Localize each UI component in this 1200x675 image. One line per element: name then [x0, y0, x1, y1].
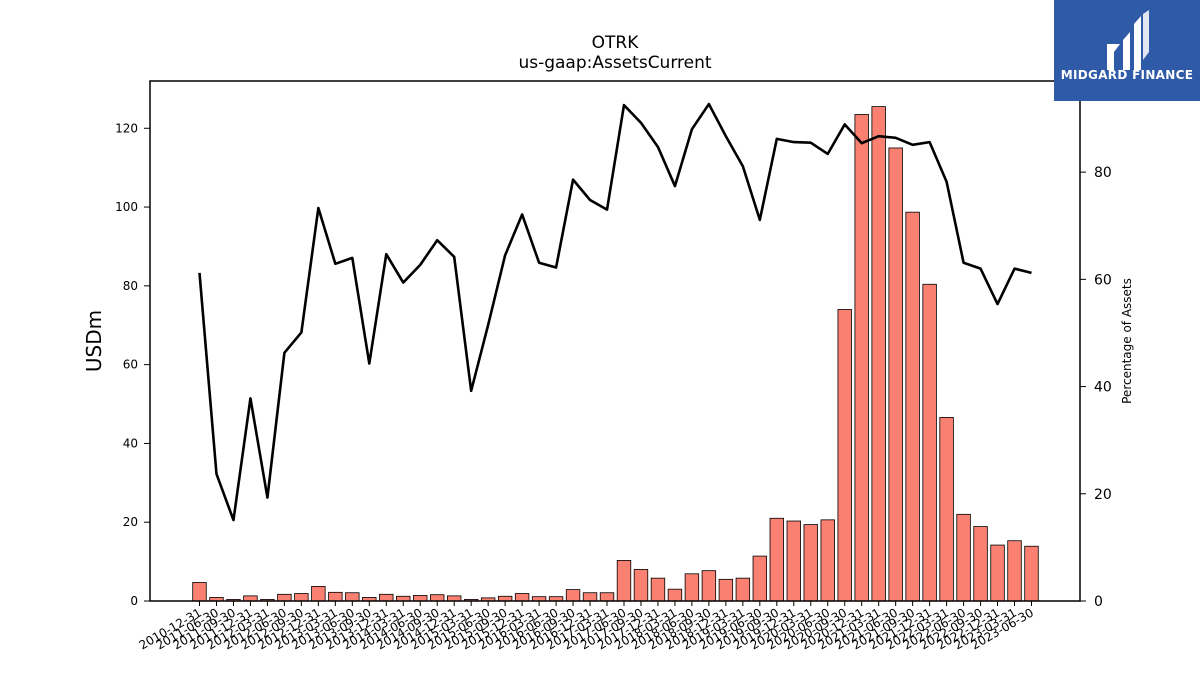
line-series — [198, 102, 1032, 522]
bar-2020-12-31 — [854, 114, 869, 602]
left-tick-label: 40 — [123, 436, 138, 450]
bar-2012-09-30 — [294, 593, 309, 602]
right-tick-label: 20 — [1094, 487, 1112, 503]
right-tick-label: 0 — [1094, 594, 1103, 610]
bar-2010-12-31 — [192, 582, 207, 602]
percentage-line — [198, 102, 1032, 522]
bar-2017-06-30 — [616, 560, 632, 602]
left-tick-label: 0 — [130, 594, 138, 608]
right-tick-label: 40 — [1094, 380, 1112, 396]
bar-2022-09-30 — [973, 526, 988, 602]
left-tick-label: 120 — [115, 121, 138, 135]
bar-2018-09-30 — [701, 570, 717, 602]
x-axis-ticks: 2010-12-312011-06-302011-09-302011-12-31… — [137, 601, 1036, 652]
bar-2014-06-30 — [413, 595, 428, 602]
brand-logo-text: MIDGARD FINANCE — [1060, 68, 1194, 82]
logo-mark-icon — [1107, 10, 1149, 70]
bar-2020-03-31 — [803, 524, 818, 602]
bar-2023-03-31 — [1007, 540, 1022, 602]
bar-2013-03-31 — [328, 591, 343, 602]
bar-2020-06-30 — [820, 519, 835, 602]
bar-2022-12-31 — [990, 544, 1005, 602]
bar-2020-09-30 — [837, 309, 852, 602]
right-axis-ticks: 0 20 40 60 80 — [1080, 165, 1112, 610]
bar-2016-12-31 — [582, 592, 598, 602]
bar-2021-06-30 — [888, 147, 903, 602]
bar-2021-12-31 — [922, 283, 937, 602]
left-axis-label: USDm — [82, 310, 106, 372]
bar-2017-03-31 — [599, 592, 615, 602]
chart-subtitle: us-gaap:AssetsCurrent — [518, 53, 711, 73]
bar-2019-03-31 — [735, 577, 751, 602]
bar-2017-09-30 — [633, 569, 649, 602]
bar-2019-06-30 — [752, 555, 768, 602]
bar-2017-12-31 — [650, 577, 666, 602]
left-tick-label: 60 — [123, 358, 138, 372]
right-tick-label: 80 — [1094, 165, 1112, 181]
bar-2016-09-30 — [565, 589, 581, 602]
bar-2018-12-31 — [718, 578, 734, 602]
brand-logo: MIDGARD FINANCE — [1054, 0, 1200, 101]
bar-2012-06-30 — [277, 593, 292, 602]
bar-2019-12-31 — [786, 520, 801, 602]
bar-2019-09-30 — [769, 517, 784, 602]
bar-2018-06-30 — [684, 573, 700, 602]
bar-series — [192, 106, 1039, 602]
bar-2011-12-31 — [243, 595, 258, 602]
bar-2013-12-31 — [379, 593, 394, 602]
bar-2015-12-31 — [514, 593, 530, 602]
left-tick-label: 20 — [123, 515, 138, 529]
right-axis-label: Percentage of Assets — [1120, 278, 1134, 404]
left-tick-label: 100 — [115, 200, 138, 214]
plot-frame — [149, 80, 1081, 602]
bar-2021-03-31 — [871, 106, 886, 602]
left-tick-label: 80 — [123, 279, 138, 293]
bar-2013-06-30 — [345, 592, 360, 602]
left-axis-ticks: 0 20 40 60 80 100 120 — [115, 121, 150, 608]
bar-2021-09-30 — [905, 211, 920, 602]
bar-2018-03-31 — [667, 588, 683, 602]
bar-2022-03-31 — [939, 417, 954, 602]
bar-2022-06-30 — [956, 513, 971, 602]
bar-2023-06-30 — [1024, 545, 1039, 602]
bar-2014-09-30 — [430, 594, 445, 602]
chart-title: OTRK — [592, 33, 640, 53]
bar-2014-12-31 — [446, 595, 462, 602]
right-tick-label: 60 — [1094, 272, 1112, 288]
bar-2012-12-31 — [311, 586, 326, 602]
